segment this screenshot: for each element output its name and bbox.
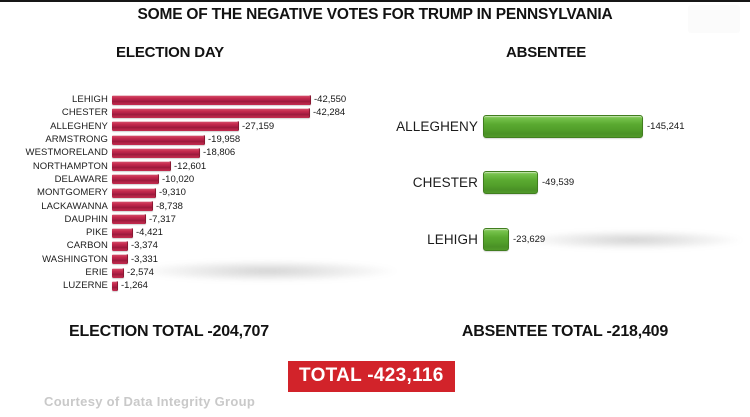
chart-row: LEHIGH -42,550: [24, 93, 374, 106]
value-label: -27,159: [242, 120, 275, 132]
chart-row: DELAWARE -10,020: [24, 173, 374, 186]
value-label: -2,574: [127, 267, 154, 278]
vote-bar: [112, 174, 159, 185]
county-label: MONTGOMERY: [36, 187, 108, 199]
value-label: -1,264: [121, 280, 148, 292]
grand-total-banner: TOTAL -423,116: [288, 361, 455, 392]
absentee-bar-chart: ALLEGHENY -145,241 CHESTER -49,539 LEHIGH -23…: [380, 98, 745, 268]
chart-row: PIKE -4,421: [24, 226, 374, 239]
vote-bar: [112, 254, 128, 265]
election-chart-shadow: [135, 260, 400, 282]
chart-row: DAUPHIN -7,317: [24, 213, 374, 226]
county-label: ALLEGHENY: [50, 120, 108, 132]
value-label: -12,601: [174, 160, 207, 172]
county-label: NORTHAMPTON: [32, 160, 108, 172]
chart-row: WESTMORELAND -18,806: [24, 146, 374, 159]
vote-bar: [112, 147, 200, 158]
value-label: -9,310: [159, 187, 186, 199]
county-label: PIKE: [85, 227, 108, 239]
vote-bar: [112, 161, 171, 172]
county-label: LACKAWANNA: [41, 200, 108, 212]
vote-bar: [112, 201, 153, 212]
election-total-label: ELECTION TOTAL -204,707: [69, 323, 269, 340]
chart-row: LACKAWANNA -8,738: [24, 199, 374, 212]
county-label: WESTMORELAND: [25, 147, 108, 159]
county-label: ERIE: [85, 267, 108, 278]
value-label: -10,020: [162, 173, 195, 185]
chart-row: CHESTER -49,539: [380, 155, 745, 212]
absentee-chart-title: ABSENTEE: [505, 44, 587, 61]
chart-row: ARMSTRONG -19,958: [24, 133, 374, 146]
chart-row: ALLEGHENY -145,241: [380, 98, 745, 155]
value-label: -8,738: [156, 200, 183, 212]
vote-bar: [112, 134, 205, 145]
county-label: CARBON: [66, 240, 108, 252]
vote-bar: [483, 114, 643, 138]
value-label: -3,374: [131, 240, 158, 252]
county-label: ARMSTRONG: [45, 134, 108, 146]
value-label: -49,539: [542, 177, 575, 189]
chart-row: CARBON -3,374: [24, 239, 374, 252]
vote-bar: [483, 227, 509, 251]
county-label: DAUPHIN: [64, 213, 108, 225]
vote-bar: [112, 187, 156, 198]
county-label: WASHINGTON: [42, 253, 108, 265]
courtesy-credit: Courtesy of Data Integrity Group: [44, 394, 256, 409]
chart-row: MONTGOMERY -9,310: [24, 186, 374, 199]
county-label: CHESTER: [412, 175, 478, 191]
page-title: SOME OF THE NEGATIVE VOTES FOR TRUMP IN …: [137, 6, 613, 23]
chart-row: WASHINGTON -3,331: [24, 253, 374, 266]
vote-bar: [112, 121, 239, 132]
absentee-chart-shadow: [520, 230, 745, 250]
value-label: -42,284: [313, 107, 346, 119]
county-label: LEHIGH: [427, 231, 478, 247]
county-label: DELAWARE: [54, 173, 108, 185]
vote-bar: [112, 280, 118, 291]
chart-row: CHESTER -42,284: [24, 106, 374, 119]
election-day-bar-chart: LEHIGH -42,550 CHESTER -42,284 ALLEGHENY -27,…: [24, 93, 374, 292]
chart-row: NORTHAMPTON -12,601: [24, 159, 374, 172]
election-day-chart-title: ELECTION DAY: [116, 44, 224, 61]
vote-bar: [112, 227, 133, 238]
value-label: -23,629: [513, 234, 545, 245]
county-label: CHESTER: [61, 107, 108, 119]
vote-bar: [112, 240, 128, 251]
vote-bar: [112, 267, 124, 278]
value-label: -19,958: [208, 134, 241, 146]
value-label: -42,550: [314, 94, 347, 106]
county-label: LUZERNE: [62, 280, 108, 292]
absentee-total-label: ABSENTEE TOTAL -218,409: [461, 323, 669, 340]
top-border-strip: [0, 0, 750, 2]
value-label: -18,806: [203, 147, 236, 159]
vote-bar: [112, 214, 146, 225]
vote-bar: [112, 94, 311, 105]
chart-row: LEHIGH -23,629: [380, 211, 745, 268]
chart-row: ERIE -2,574: [24, 266, 374, 279]
chart-row: ALLEGHENY -27,159: [24, 120, 374, 133]
vote-bar: [112, 107, 310, 118]
vote-bar: [483, 171, 538, 195]
chart-row: LUZERNE -1,264: [24, 279, 374, 292]
county-label: ALLEGHENY: [396, 118, 478, 134]
value-label: -3,331: [131, 254, 158, 265]
county-label: LEHIGH: [72, 94, 108, 106]
value-label: -145,241: [647, 120, 685, 132]
value-label: -7,317: [149, 213, 176, 225]
value-label: -4,421: [136, 227, 163, 239]
watermark: [688, 5, 740, 33]
